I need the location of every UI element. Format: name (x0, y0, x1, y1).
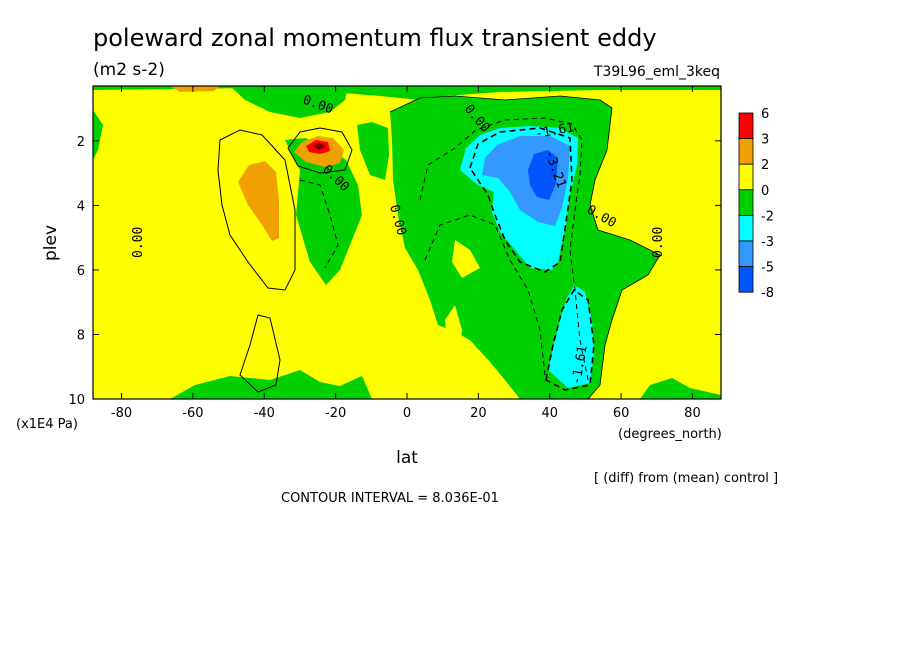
region-blue-deep (528, 150, 558, 200)
chart-title: poleward zonal momentum flux transient e… (93, 24, 657, 52)
region-pos-hole-2 (445, 305, 462, 360)
contour-interval: CONTOUR INTERVAL = 8.036E-01 (281, 491, 499, 506)
chart-units: (m2 s-2) (93, 60, 165, 80)
region-pos-hole-1 (452, 240, 480, 278)
y-tick-label: 10 (68, 393, 85, 408)
region-neg-top-center (230, 86, 348, 118)
region-neg-south-mid (285, 138, 362, 285)
region-dark-core (312, 143, 326, 150)
region-orange-top (170, 86, 220, 92)
x-tick-label: 40 (541, 406, 558, 421)
colorbar-label: 0 (761, 184, 769, 199)
colorbar-label: 2 (761, 158, 769, 173)
colorbar-label: -5 (761, 261, 774, 276)
contour-label: 0.00 (131, 227, 146, 258)
colorbar-label: -3 (761, 235, 774, 250)
y-tick-label: 4 (77, 199, 85, 214)
region-neg-equator-spike (357, 122, 389, 180)
x-tick-label: 0 (403, 406, 411, 421)
contour-positive-2 (239, 314, 281, 393)
region-neg-right-bottom (640, 378, 721, 399)
colorbar-swatch (738, 266, 754, 293)
colorbar-swatch (738, 138, 754, 165)
colorbar-label: 3 (761, 133, 769, 148)
x-axis: -80 -60 -40 -20 0 20 40 60 80 (111, 86, 701, 421)
y-tick-label: 2 (77, 135, 85, 150)
y-axis-label: plev (41, 225, 61, 261)
contour-label: -1.61 (534, 120, 575, 142)
difference-note: [ (diff) from (mean) control ] (594, 471, 778, 486)
region-neg-upper-band (93, 86, 721, 100)
contour-positive-3 (287, 127, 353, 174)
region-cyan-lower (548, 285, 594, 388)
x-tick-label: -20 (325, 406, 346, 421)
x-tick-label: 20 (470, 406, 487, 421)
colorbar-swatch (738, 240, 754, 268)
contour-negative-2 (469, 127, 573, 273)
y-tick-label: 6 (77, 264, 85, 279)
colorbar: 6 3 2 0 -2 -3 -5 -8 (738, 107, 774, 301)
contour-negative-3 (545, 288, 595, 391)
colorbar-swatch (738, 163, 754, 191)
y-axis: 2 4 6 8 10 (68, 135, 721, 408)
plot-area (93, 86, 721, 399)
x-tick-label: 80 (684, 406, 701, 421)
colorbar-swatch (738, 214, 754, 242)
x-tick-label: -60 (182, 406, 203, 421)
region-pos-hole-4 (600, 155, 630, 186)
colorbar-swatch (738, 189, 754, 216)
contour-zero-outline (389, 95, 661, 399)
colorbar-swatch (738, 112, 754, 140)
x-units-label: (degrees_north) (618, 427, 722, 442)
contour-negative-4 (299, 179, 339, 269)
x-axis-label: lat (396, 448, 418, 468)
y-units-label: (x1E4 Pa) (16, 417, 78, 432)
x-tick-label: 60 (613, 406, 630, 421)
y-tick-label: 8 (77, 328, 85, 343)
x-tick-label: -40 (254, 406, 275, 421)
colorbar-label: -8 (761, 286, 774, 301)
region-neg-far-left-bottom (170, 370, 372, 399)
run-label: T39L96_eml_3keq (593, 64, 720, 80)
region-orange-left (238, 161, 279, 241)
x-tick-label: -80 (111, 406, 132, 421)
region-neg-left-edge (93, 110, 103, 160)
region-pos-hole-3 (482, 370, 500, 385)
colorbar-label: 6 (761, 107, 769, 122)
contour-positive-1 (217, 129, 296, 291)
contour-label: 0.00 (651, 227, 666, 258)
contour-negative-1 (419, 117, 589, 381)
contour-label: -1.61 (569, 345, 591, 386)
colorbar-label: -2 (761, 209, 774, 224)
